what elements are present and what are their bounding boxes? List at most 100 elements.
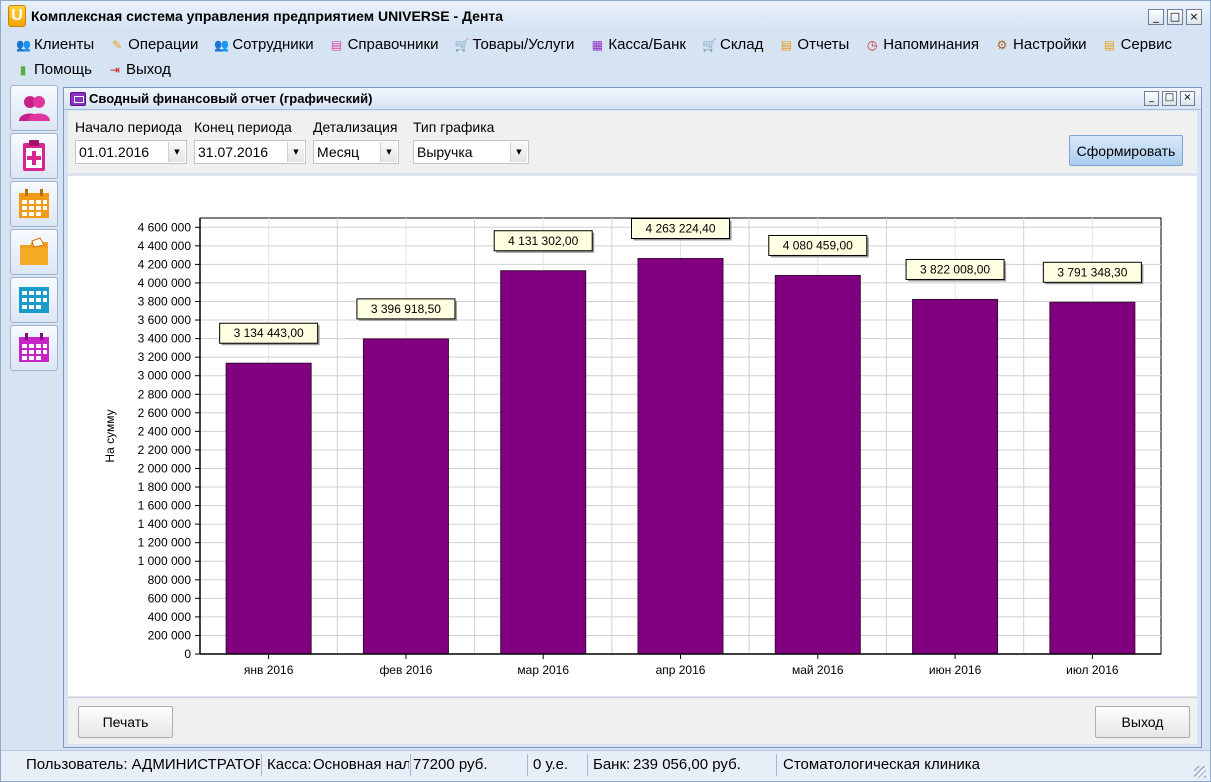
report-maximize-button[interactable]: □ (1162, 91, 1177, 106)
menu-bar: 👥 Клиенты ✎ Операции 👥 Сотрудники ▤ Справочники… (5, 32, 1205, 82)
medical-card-icon (23, 140, 45, 171)
print-button[interactable]: Печать (78, 706, 173, 738)
status-org: Стоматологическая клиника (783, 756, 980, 773)
menu-item-12[interactable]: ⇥ Выход (97, 57, 176, 82)
sidebar-clients-button[interactable] (10, 85, 58, 131)
y-tick-label: 3 800 000 (138, 294, 192, 308)
data-label: 3 791 348,30 (1057, 265, 1127, 279)
settings-icon: ⚙ (996, 37, 1008, 52)
detail-select[interactable]: Месяц ▼ (313, 140, 399, 164)
bar (774, 274, 861, 655)
data-label-box (905, 258, 1005, 280)
period-end-group: Конец периода 31.07.2016 ▼ (194, 119, 306, 164)
menu-item-7[interactable]: ▤ Отчеты (768, 32, 854, 57)
report-window-controls: _ □ × (1144, 91, 1195, 106)
y-tick-label: 4 200 000 (138, 257, 192, 271)
y-axis-label: На сумму (103, 409, 117, 462)
period-end-field[interactable]: 31.07.2016 ▼ (194, 140, 306, 164)
sidebar-medical-card-button[interactable] (10, 133, 58, 179)
people-icon (19, 96, 50, 121)
y-tick-label: 1 600 000 (138, 499, 192, 513)
close-button[interactable]: × (1186, 9, 1202, 25)
menu-item-9[interactable]: ⚙ Настройки (984, 32, 1092, 57)
chart-type-select[interactable]: Выручка ▼ (413, 140, 529, 164)
menu-item-label: Отчеты (797, 36, 850, 53)
revenue-bar-chart: 0 200 000 400 000 600 000 800 000 1 000 000 1 … (103, 217, 1162, 677)
menu-item-label: Сервис (1120, 36, 1172, 53)
bar (225, 362, 312, 655)
status-cash-amount: 77200 руб. (413, 756, 488, 773)
chevron-down-icon[interactable]: ▼ (287, 142, 304, 162)
chart-type-label: Тип графика (413, 119, 495, 135)
menu-item-label: Настройки (1013, 36, 1087, 53)
help-icon: ▮ (19, 62, 27, 77)
sidebar-schedule-button[interactable] (10, 181, 58, 227)
menu-item-label: Выход (125, 61, 171, 78)
data-label-box (631, 218, 730, 240)
period-end-value: 31.07.2016 (198, 144, 269, 160)
x-tick-label: июл 2016 (1066, 663, 1119, 677)
employees-icon: 👥 (214, 37, 230, 52)
status-divider (527, 754, 528, 776)
status-divider (587, 754, 588, 776)
report-minimize-button[interactable]: _ (1144, 91, 1159, 106)
menu-item-1[interactable]: ✎ Операции (99, 32, 203, 57)
status-bank-label: Банк: (593, 756, 631, 773)
minimize-button[interactable]: _ (1148, 9, 1164, 25)
report-close-button[interactable]: × (1180, 91, 1195, 106)
menu-item-8[interactable]: ◷ Напоминания (854, 32, 984, 57)
y-tick-label: 3 200 000 (138, 350, 192, 364)
menu-item-label: Касса/Банк (608, 36, 686, 53)
warehouse-icon: 🛒 (701, 37, 717, 52)
menu-item-label: Помощь (34, 61, 92, 78)
chart-area: 0 200 000 400 000 600 000 800 000 1 000 000 1 … (68, 175, 1197, 696)
x-tick-label: янв 2016 (244, 663, 294, 677)
menu-item-0[interactable]: 👥 Клиенты (5, 32, 99, 57)
goods-icon: 🛒 (454, 37, 470, 52)
directories-icon: ▤ (330, 37, 343, 52)
y-tick-label: 3 400 000 (138, 332, 192, 346)
status-cash-label: Касса: (267, 756, 312, 773)
status-bar: Пользователь: АДМИНИСТРАТОР Касса: Основ… (1, 750, 1210, 781)
menu-item-6[interactable]: 🛒 Склад (691, 32, 768, 57)
generate-button[interactable]: Сформировать (1069, 135, 1183, 166)
sidebar-table-button[interactable] (10, 277, 58, 323)
table-icon (19, 287, 49, 313)
menu-item-3[interactable]: ▤ Справочники (319, 32, 444, 57)
status-divider (776, 754, 777, 776)
status-divider (410, 754, 411, 776)
menu-item-11[interactable]: ▮ Помощь (5, 57, 97, 82)
menu-item-10[interactable]: ▤ Сервис (1092, 32, 1177, 57)
menu-item-label: Напоминания (883, 36, 980, 53)
data-label: 4 131 302,00 (508, 234, 578, 248)
period-start-field[interactable]: 01.01.2016 ▼ (75, 140, 187, 164)
y-tick-label: 4 600 000 (138, 220, 192, 234)
resize-grip[interactable] (1194, 766, 1206, 778)
exit-button[interactable]: Выход (1095, 706, 1190, 738)
menu-item-5[interactable]: ▦ Касса/Банк (579, 32, 691, 57)
status-currency: 0 у.е. (533, 756, 569, 773)
service-icon: ▤ (1103, 37, 1116, 52)
x-tick-label: июн 2016 (929, 663, 982, 677)
period-start-group: Начало периода 01.01.2016 ▼ (75, 119, 187, 164)
data-label: 4 080 459,00 (783, 238, 853, 252)
menu-item-4[interactable]: 🛒 Товары/Услуги (443, 32, 579, 57)
exit-icon: ⇥ (109, 62, 120, 77)
chevron-down-icon[interactable]: ▼ (380, 142, 397, 162)
chevron-down-icon[interactable]: ▼ (510, 142, 527, 162)
y-tick-label: 2 400 000 (138, 424, 192, 438)
maximize-button[interactable]: □ (1167, 9, 1183, 25)
sidebar-calendar-button[interactable] (10, 325, 58, 371)
app-logo: U (8, 5, 26, 27)
y-tick-label: 3 000 000 (138, 369, 192, 383)
sidebar-cash-button[interactable] (10, 229, 58, 275)
data-label: 3 822 008,00 (920, 262, 990, 276)
app-title: Комплексная система управления предприят… (31, 8, 504, 24)
y-tick-label: 1 400 000 (138, 517, 192, 531)
bar (912, 298, 999, 655)
period-end-label: Конец периода (194, 119, 292, 135)
clients-icon: 👥 (16, 37, 31, 52)
cash-icon: ▦ (591, 37, 604, 52)
menu-item-2[interactable]: 👥 Сотрудники (203, 32, 318, 57)
chevron-down-icon[interactable]: ▼ (168, 142, 185, 162)
